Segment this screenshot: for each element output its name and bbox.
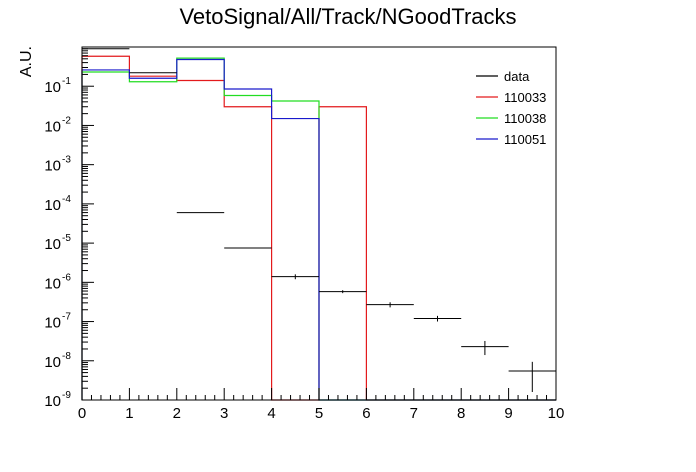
legend-label: data [504, 69, 530, 84]
data-point [508, 361, 556, 392]
x-tick-label: 3 [220, 405, 228, 422]
legend-item-data: data [476, 69, 530, 84]
legend: data 110033 110038 110051 [476, 69, 546, 147]
y-tick-label: 10 [44, 275, 61, 292]
y-tick-exponent: -9 [62, 390, 71, 401]
x-tick-label: 0 [78, 405, 86, 422]
y-tick-label: 10 [44, 236, 61, 253]
legend-item-110038: 110038 [476, 111, 546, 126]
y-tick-label: 10 [44, 354, 61, 371]
x-tick-label: 6 [362, 405, 370, 422]
y-tick-label: 10 [44, 79, 61, 96]
x-axis: 0 1 2 3 4 5 6 7 8 9 10 [78, 388, 565, 422]
y-tick-label: 10 [44, 197, 61, 214]
chart-title: VetoSignal/All/Track/NGoodTracks [179, 4, 516, 29]
data-point [413, 315, 462, 322]
x-tick-label: 9 [504, 405, 512, 422]
y-axis: 10-910-810-710-610-510-410-310-210-1 [44, 48, 94, 410]
y-tick-label: 10 [44, 158, 61, 175]
x-tick-label: 10 [548, 405, 565, 422]
data-point [319, 290, 367, 294]
legend-item-110033: 110033 [476, 90, 546, 105]
y-tick-exponent: -1 [62, 76, 71, 87]
legend-item-110051: 110051 [476, 132, 546, 147]
data-point [366, 302, 414, 308]
x-tick-label: 8 [457, 405, 465, 422]
y-tick-label: 10 [44, 315, 61, 332]
y-tick-exponent: -3 [62, 155, 71, 166]
y-tick-exponent: -7 [62, 312, 71, 323]
y-tick-label: 10 [44, 118, 61, 135]
y-tick-exponent: -8 [62, 351, 71, 362]
y-axis-label: A.U. [18, 46, 35, 77]
x-tick-label: 2 [173, 405, 181, 422]
x-tick-label: 1 [125, 405, 133, 422]
y-tick-exponent: -4 [62, 194, 71, 205]
y-tick-label: 10 [44, 393, 61, 410]
x-tick-label: 7 [410, 405, 418, 422]
x-tick-label: 4 [267, 405, 275, 422]
data-point [461, 340, 509, 356]
y-tick-exponent: -2 [62, 115, 71, 126]
y-tick-exponent: -6 [62, 272, 71, 283]
x-tick-label: 5 [315, 405, 323, 422]
data-point [271, 274, 319, 280]
legend-label: 110033 [504, 90, 546, 105]
legend-label: 110051 [504, 132, 546, 147]
y-tick-exponent: -5 [62, 233, 71, 244]
legend-label: 110038 [504, 111, 546, 126]
